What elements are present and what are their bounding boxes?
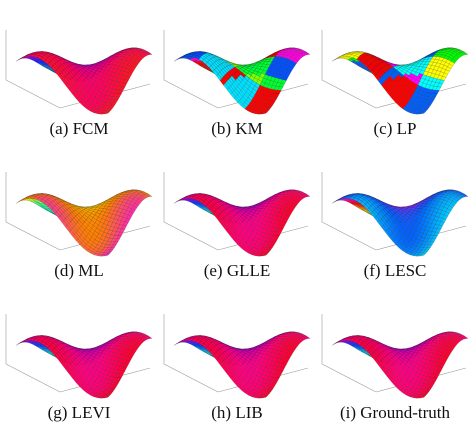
caption-levi: (g) LEVI [47, 403, 111, 422]
surface-mesh [15, 47, 153, 115]
panel-lib: (h) LIB [158, 284, 316, 426]
surface-plot-km [158, 0, 316, 118]
caption-lp: (c) LP [373, 119, 417, 138]
caption-lesc: (f) LESC [363, 261, 427, 280]
surface-plot-ground-truth [316, 284, 474, 402]
panel-glle: (e) GLLE [158, 142, 316, 284]
surface-mesh [331, 331, 469, 399]
surface-plot-fcm [0, 0, 158, 118]
panel-levi: (g) LEVI [0, 284, 158, 426]
surface-plot-lp [316, 0, 474, 118]
surface-plot-lesc [316, 142, 474, 260]
surface-mesh [331, 189, 469, 257]
panel-ground-truth: (i) Ground-truth [316, 284, 474, 426]
caption-lib: (h) LIB [211, 403, 263, 422]
surface-svg [321, 30, 469, 115]
caption-km: (b) KM [211, 119, 263, 138]
panel-ml: (d) ML [0, 142, 158, 284]
surface-mesh [15, 331, 153, 399]
surface-svg [163, 30, 311, 115]
surface-svg [5, 172, 153, 257]
surface-plot-lib [158, 284, 316, 402]
surface-svg [321, 314, 469, 399]
panel-fcm: (a) FCM [0, 0, 158, 142]
surface-svg [5, 314, 153, 399]
surface-mesh [173, 331, 311, 399]
surface-mesh [173, 189, 311, 257]
caption-ground-truth: (i) Ground-truth [339, 403, 450, 422]
surface-svg [5, 30, 153, 115]
surface-mesh [15, 189, 153, 257]
surface-svg [163, 172, 311, 257]
surface-plot-levi [0, 284, 158, 402]
panel-km: (b) KM [158, 0, 316, 142]
surface-mesh [331, 47, 469, 115]
surface-svg [163, 314, 311, 399]
surface-mesh [173, 47, 311, 115]
caption-fcm: (a) FCM [49, 119, 109, 138]
caption-glle: (e) GLLE [203, 261, 271, 280]
surface-plot-ml [0, 142, 158, 260]
panel-lesc: (f) LESC [316, 142, 474, 284]
panel-lp: (c) LP [316, 0, 474, 142]
caption-ml: (d) ML [54, 261, 104, 280]
surface-plot-glle [158, 142, 316, 260]
surface-svg [321, 172, 469, 257]
